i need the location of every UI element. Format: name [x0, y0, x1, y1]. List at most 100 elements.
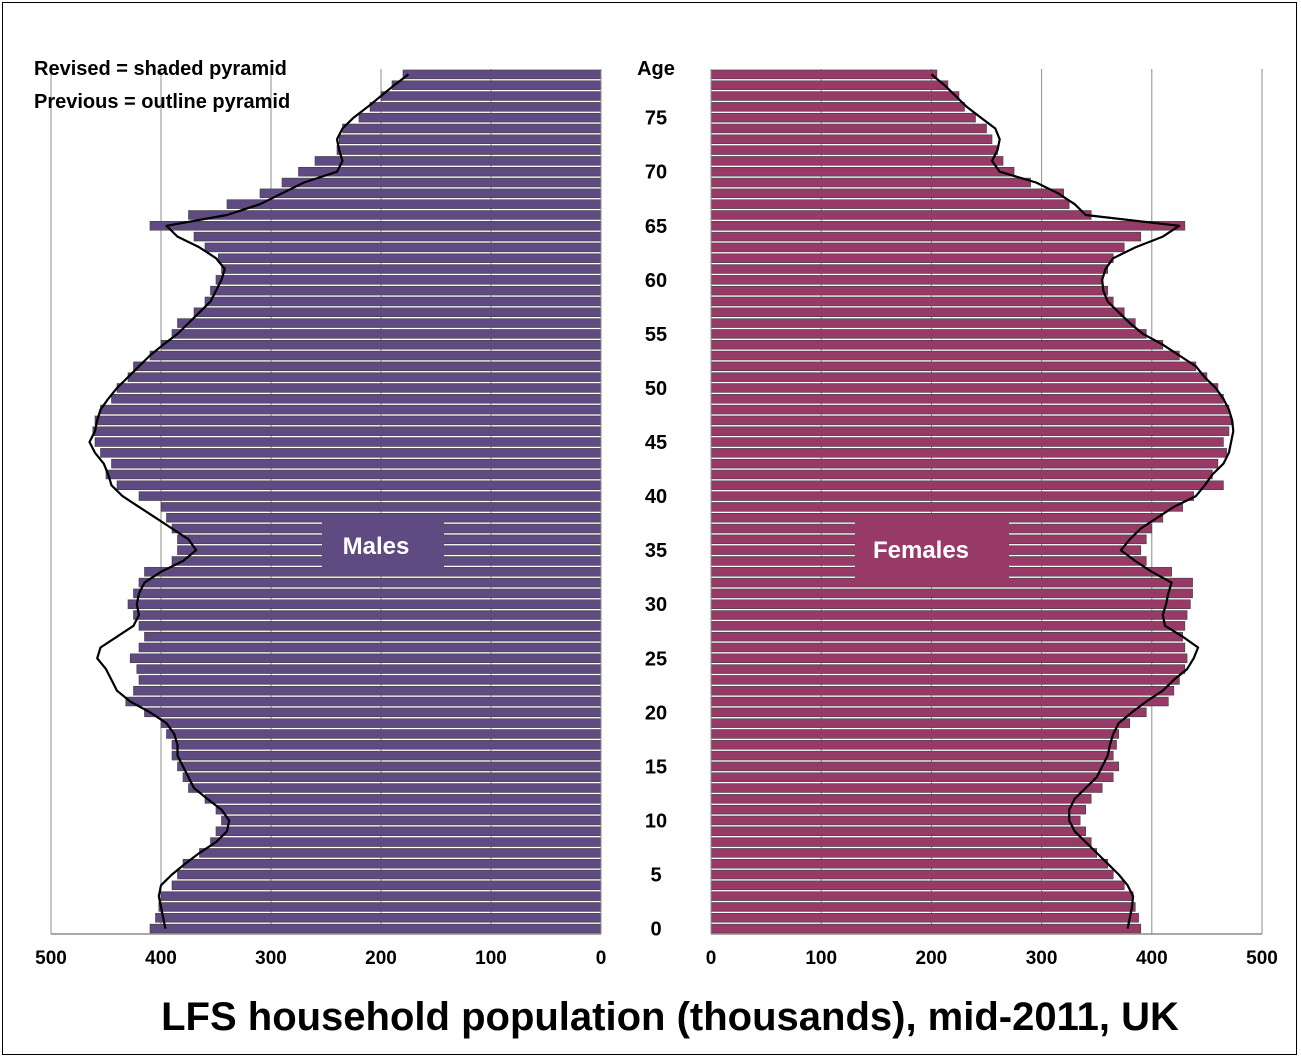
males-label-box [322, 519, 444, 575]
male-bar-age-30 [127, 599, 602, 609]
female-bar-age-59 [710, 285, 1109, 296]
age-tick-65: 65 [645, 216, 667, 238]
female-bar-age-21 [710, 696, 1169, 707]
female-bar-age-25 [710, 653, 1188, 664]
female-bar-age-46 [710, 426, 1230, 436]
male-bar-age-18 [166, 729, 602, 739]
female-bar-age-19 [710, 718, 1131, 728]
female-bar-age-51 [710, 372, 1208, 382]
age-axis-label: Age [637, 58, 675, 80]
female-bar-age-75 [710, 112, 976, 123]
male-x-tick-500: 500 [35, 948, 67, 969]
male-bar-age-50 [116, 383, 602, 393]
female-bar-age-26 [710, 642, 1186, 653]
female-bar-age-11 [710, 804, 1086, 815]
female-bar-age-52 [710, 361, 1197, 372]
male-bar-age-58 [204, 296, 602, 307]
female-bar-age-65 [710, 221, 1186, 231]
female-bar-age-61 [710, 264, 1109, 274]
female-bars [710, 69, 1232, 934]
female-bar-age-47 [710, 415, 1232, 426]
tick-labels: 500 500 400 400 300 300 200 200 100 100 0 0 0 5 10 15 20… [35, 108, 1278, 969]
male-bar-age-55 [171, 329, 602, 339]
female-bar-age-50 [710, 383, 1219, 393]
female-bar-age-7 [710, 848, 1098, 858]
male-bar-age-19 [160, 718, 602, 728]
female-bar-age-62 [710, 253, 1114, 263]
female-bar-age-70 [710, 166, 1015, 177]
female-bar-age-30 [710, 599, 1191, 609]
male-bar-age-59 [210, 285, 602, 296]
female-bar-age-73 [710, 134, 993, 145]
age-tick-40: 40 [645, 486, 667, 508]
legend-note-previous: Previous = outline pyramid [34, 91, 290, 113]
male-bar-age-42 [105, 469, 602, 480]
female-bar-age-78 [710, 80, 949, 90]
female-bar-age-14 [710, 772, 1114, 782]
male-bar-age-71 [314, 156, 602, 166]
female-x-tick-0: 0 [706, 948, 717, 969]
male-bar-age-75 [358, 112, 602, 123]
male-bar-age-57 [193, 307, 602, 318]
male-bar-age-40 [138, 491, 602, 501]
females-label-box [855, 519, 1009, 580]
female-bar-age-58 [710, 296, 1114, 307]
male-bar-age-7 [199, 848, 602, 858]
male-bar-age-63 [204, 242, 602, 253]
female-bar-age-27 [710, 631, 1183, 642]
female-bar-age-68 [710, 188, 1064, 199]
male-bar-age-0 [149, 923, 602, 934]
male-x-tick-200: 200 [365, 948, 397, 969]
age-tick-60: 60 [645, 270, 667, 292]
male-bar-age-76 [369, 102, 602, 112]
male-bar-age-70 [298, 166, 602, 177]
female-bar-age-8 [710, 837, 1092, 847]
female-x-tick-100: 100 [805, 948, 837, 969]
female-bar-age-41 [710, 480, 1224, 491]
male-bar-age-3 [160, 891, 602, 901]
male-bar-age-14 [182, 772, 602, 782]
previous-outlines [88, 73, 1235, 929]
female-bar-age-56 [710, 318, 1136, 328]
female-bar-age-23 [710, 675, 1180, 685]
male-bar-age-2 [158, 902, 602, 912]
age-tick-50: 50 [645, 378, 667, 400]
female-x-tick-400: 400 [1136, 948, 1168, 969]
male-bar-age-12 [204, 794, 602, 804]
female-bar-age-0 [710, 923, 1142, 934]
female-bar-age-28 [710, 621, 1186, 631]
male-bar-age-46 [92, 426, 602, 436]
female-bar-age-74 [710, 123, 987, 134]
male-bar-age-25 [129, 653, 602, 664]
male-bar-age-66 [188, 210, 602, 220]
female-bar-age-40 [710, 491, 1194, 501]
female-bar-age-72 [710, 145, 998, 155]
male-bar-age-48 [100, 404, 602, 415]
female-bar-age-64 [710, 231, 1142, 242]
females-panel-label: Females [873, 537, 969, 564]
male-bar-age-77 [380, 91, 602, 101]
female-bar-age-10 [710, 815, 1081, 826]
female-bar-age-13 [710, 783, 1103, 793]
female-bar-age-12 [710, 794, 1092, 804]
male-bar-age-24 [136, 664, 602, 674]
female-bar-age-55 [710, 329, 1147, 339]
age-tick-45: 45 [645, 432, 667, 454]
male-bar-age-72 [336, 145, 602, 155]
age-tick-55: 55 [645, 324, 667, 346]
male-bar-age-32 [138, 577, 602, 588]
male-bar-age-51 [127, 372, 602, 382]
male-bar-age-9 [215, 826, 602, 837]
female-bar-age-3 [710, 891, 1134, 901]
male-bar-age-17 [171, 740, 602, 750]
male-bar-age-43 [111, 458, 602, 469]
female-bar-age-49 [710, 394, 1224, 404]
male-bar-age-74 [342, 123, 602, 134]
female-bar-age-18 [710, 729, 1120, 739]
age-tick-70: 70 [645, 162, 667, 184]
male-bar-age-16 [171, 750, 602, 761]
age-tick-0: 0 [650, 919, 661, 941]
male-bar-age-44 [100, 448, 602, 458]
male-bar-age-41 [116, 480, 602, 491]
female-bar-age-16 [710, 750, 1114, 761]
